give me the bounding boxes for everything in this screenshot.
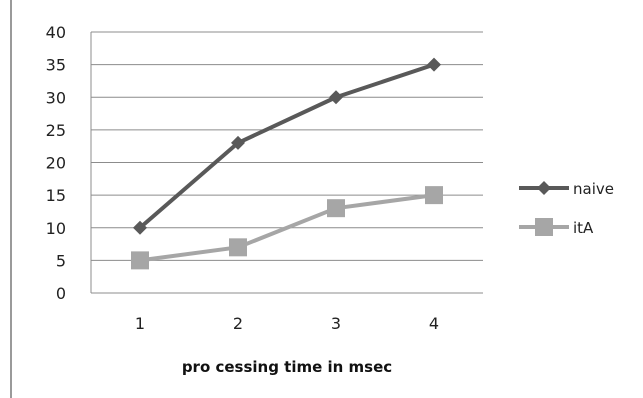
series-group (131, 57, 443, 270)
data-point-naive (133, 220, 147, 235)
y-tick-label: 40 (46, 23, 66, 42)
series-naive (133, 57, 441, 235)
y-tick-label: 20 (46, 154, 66, 173)
data-point-itA (131, 251, 149, 270)
series-line-itA (139, 193, 435, 263)
y-tick-label: 15 (46, 186, 66, 205)
data-point-itA (229, 238, 247, 257)
data-point-naive (427, 57, 441, 72)
data-point-itA (327, 199, 345, 218)
y-tick-label: 10 (46, 219, 66, 238)
legend-item-itA: itA (519, 218, 594, 237)
y-tick-label: 5 (56, 251, 66, 270)
legend-item-naive: naive (519, 180, 614, 198)
series-line-naive (138, 62, 435, 230)
data-point-naive (231, 135, 245, 150)
series-itA (131, 186, 443, 270)
legend: naive itA (519, 180, 614, 237)
left-frame-line (10, 0, 12, 398)
data-point-itA (425, 186, 443, 205)
x-tick-label: 4 (429, 314, 439, 333)
x-tick-label: 1 (135, 314, 145, 333)
y-tick-label: 0 (56, 284, 66, 303)
legend-marker (537, 181, 551, 195)
y-tick-labels: 0 5 10 15 20 25 30 35 40 (46, 23, 66, 303)
data-point-naive (329, 90, 343, 105)
y-tick-label: 30 (46, 88, 66, 107)
y-tick-label: 35 (46, 56, 66, 75)
legend-label: itA (573, 219, 594, 237)
x-tick-label: 2 (233, 314, 243, 333)
legend-marker (535, 218, 553, 236)
legend-label: naive (573, 180, 614, 198)
y-tick-label: 25 (46, 121, 66, 140)
x-tick-label: 3 (331, 314, 341, 333)
x-axis-label: pro cessing time in msec (182, 358, 392, 376)
x-tick-labels: 1 2 3 4 (135, 314, 439, 333)
gridlines (91, 31, 483, 261)
